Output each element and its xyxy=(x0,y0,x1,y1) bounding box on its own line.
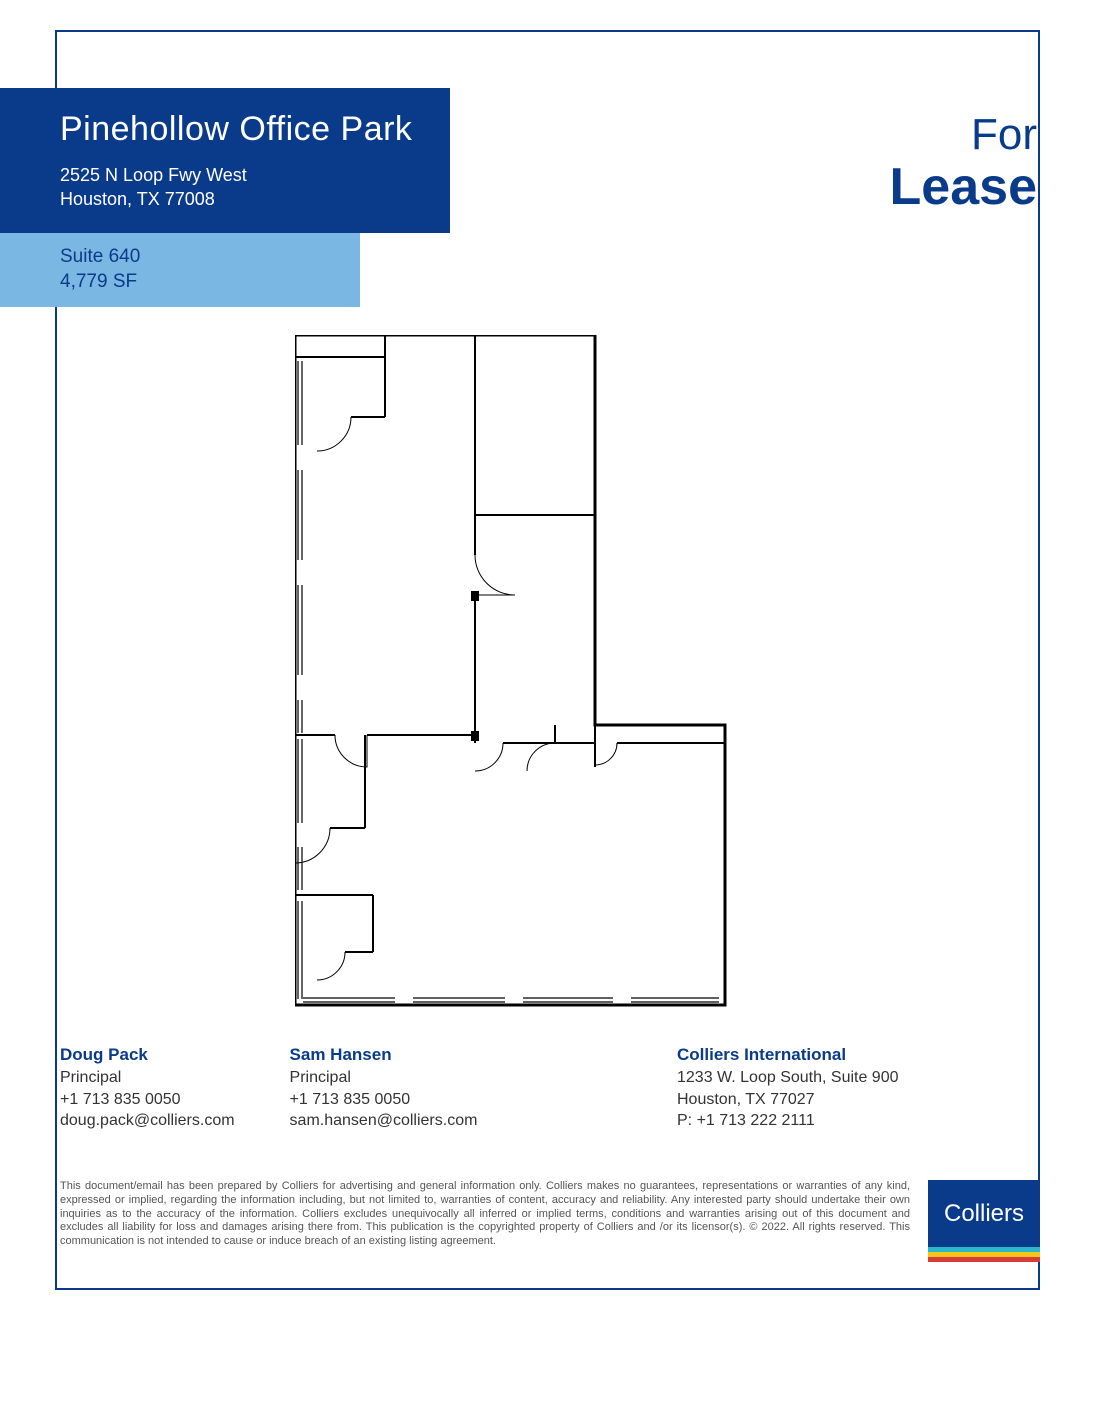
company-address-1: 1233 W. Loop South, Suite 900 xyxy=(677,1067,1037,1089)
contact-phone: +1 713 835 0050 xyxy=(60,1089,235,1111)
contact-title: Principal xyxy=(290,1067,478,1089)
contact-title: Principal xyxy=(60,1067,235,1089)
disclaimer-text: This document/email has been prepared by… xyxy=(60,1180,910,1249)
property-name: Pinehollow Office Park xyxy=(60,110,450,149)
logo-stripe-red xyxy=(928,1257,1040,1262)
address-line-2: Houston, TX 77008 xyxy=(60,187,450,211)
suite-sf: 4,779 SF xyxy=(60,270,360,295)
banner-for: For xyxy=(890,110,1037,160)
company-name: Colliers International xyxy=(677,1045,1037,1065)
contact-email: doug.pack@colliers.com xyxy=(60,1110,235,1132)
contact-name: Doug Pack xyxy=(60,1045,235,1065)
contact-card: Doug Pack Principal +1 713 835 0050 doug… xyxy=(60,1045,235,1132)
title-block: Pinehollow Office Park 2525 N Loop Fwy W… xyxy=(0,88,450,233)
floorplan-diagram xyxy=(295,335,735,1015)
address-line-1: 2525 N Loop Fwy West xyxy=(60,163,450,187)
logo-text: Colliers xyxy=(928,1180,1040,1247)
footer-row: This document/email has been prepared by… xyxy=(60,1180,1040,1262)
suite-label: Suite 640 xyxy=(60,245,360,270)
for-lease-banner: For Lease xyxy=(890,110,1037,215)
contact-phone: +1 713 835 0050 xyxy=(290,1089,478,1111)
colliers-logo: Colliers xyxy=(928,1180,1040,1262)
contact-name: Sam Hansen xyxy=(290,1045,478,1065)
company-address-2: Houston, TX 77027 xyxy=(677,1089,1037,1111)
company-block: Colliers International 1233 W. Loop Sout… xyxy=(677,1045,1037,1132)
contact-card: Sam Hansen Principal +1 713 835 0050 sam… xyxy=(290,1045,478,1132)
suite-block: Suite 640 4,779 SF xyxy=(0,233,360,307)
banner-lease: Lease xyxy=(890,160,1037,215)
contact-email: sam.hansen@colliers.com xyxy=(290,1110,478,1132)
company-phone: P: +1 713 222 2111 xyxy=(677,1110,1037,1132)
